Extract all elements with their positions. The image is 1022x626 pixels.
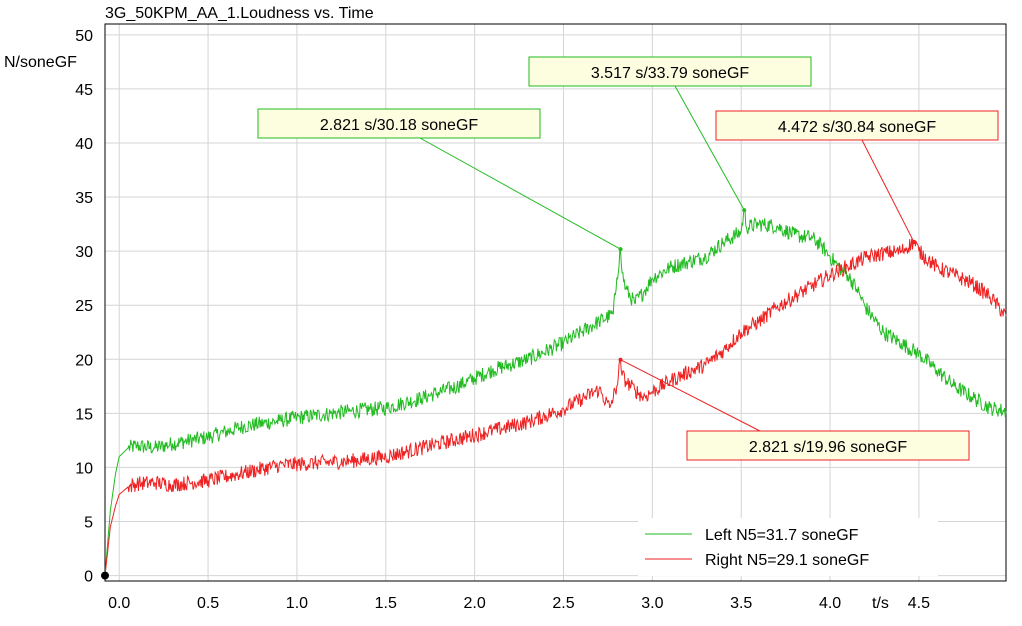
y-ticks: 0 5 10 15 20 25 30 35 40 45 50 (75, 28, 93, 586)
marker-label-box (528, 56, 812, 87)
marker-point (742, 208, 747, 213)
y-tick-label: 10 (75, 460, 93, 477)
marker-label-box (686, 430, 970, 461)
marker-point (618, 247, 623, 252)
y-tick-label: 0 (84, 569, 93, 586)
x-axis-label: t/s (872, 595, 889, 612)
y-tick-label: 15 (75, 406, 93, 423)
y-tick-label: 20 (75, 352, 93, 369)
x-tick-label: 0.5 (197, 595, 219, 612)
legend-background (638, 518, 938, 576)
x-tick-label: 0.0 (108, 595, 130, 612)
marker-leader-line (674, 85, 745, 211)
y-tick-label: 5 (84, 515, 93, 532)
y-tick-label: 30 (75, 244, 93, 261)
grid (105, 24, 1006, 581)
x-tick-label: 1.5 (375, 595, 397, 612)
marker-label: 2.821 s/19.96 soneGF (749, 439, 908, 456)
x-tick-label: 3.5 (730, 595, 752, 612)
origin-point (101, 571, 109, 580)
marker-leader-line (419, 137, 621, 250)
marker-leader-line (620, 359, 761, 432)
y-tick-label: 25 (75, 298, 93, 315)
marker-point (618, 357, 623, 362)
marker-label: 2.821 s/30.18 soneGF (320, 117, 479, 134)
x-tick-label: 2.0 (464, 595, 486, 612)
y-tick-label: 35 (75, 190, 93, 207)
marker-label: 4.472 s/30.84 soneGF (778, 119, 937, 136)
chart-title: 3G_50KPM_AA_1.Loudness vs. Time (105, 5, 374, 22)
x-tick-label: 4.5 (908, 595, 930, 612)
marker-label-box (715, 110, 999, 141)
y-tick-label: 50 (75, 28, 93, 45)
y-tick-label: 40 (75, 136, 93, 153)
x-tick-label: 3.0 (641, 595, 663, 612)
marker-annotations: 2.821 s/30.18 soneGF 3.517 s/33.79 soneGF… (257, 56, 999, 461)
y-axis-label: N/soneGF (4, 54, 77, 71)
x-tick-label: 4.0 (819, 595, 841, 612)
series-line-right (104, 238, 1007, 576)
x-ticks: 0.0 0.5 1.0 1.5 2.0 2.5 3.0 3.5 4.0 4.5 (108, 595, 930, 612)
marker-label-box (257, 108, 541, 139)
x-tick-label: 2.5 (552, 595, 574, 612)
legend-label: Left N5=31.7 soneGF (705, 527, 859, 544)
legend-label: Right N5=29.1 soneGF (705, 552, 869, 569)
legend: Left N5=31.7 soneGF Right N5=29.1 soneGF (638, 518, 938, 576)
marker-leader-line (861, 139, 915, 243)
marker-label: 3.517 s/33.79 soneGF (591, 65, 750, 82)
plot-frame (104, 23, 1007, 582)
series-group (101, 209, 1007, 580)
marker-point (911, 240, 916, 245)
y-tick-label: 45 (75, 82, 93, 99)
series-line-left (104, 209, 1007, 576)
x-tick-label: 1.0 (286, 595, 308, 612)
